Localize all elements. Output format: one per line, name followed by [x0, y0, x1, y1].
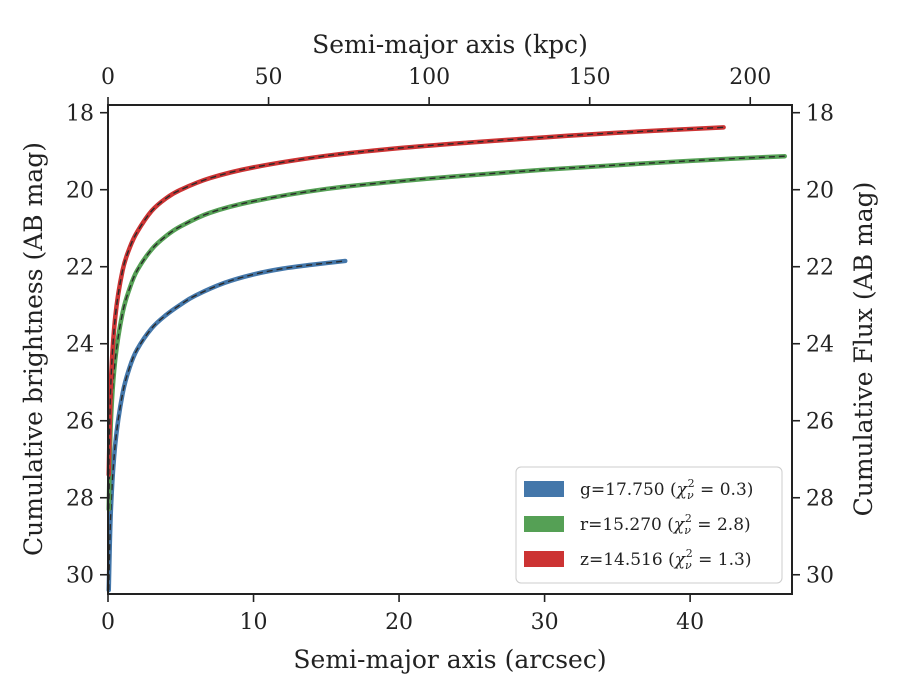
- x-tick-label: 10: [240, 610, 268, 635]
- curves-layer: [106, 125, 787, 593]
- legend-box: [515, 466, 783, 584]
- y2-tick-label: 20: [806, 179, 834, 204]
- y2-tick-label: 24: [806, 333, 834, 358]
- x-tick-label: 20: [385, 610, 413, 635]
- legend-label-z: z=14.516 (χν2 = 1.3): [580, 547, 751, 572]
- x-tick-label: 0: [101, 610, 115, 635]
- y2-tick-label: 22: [806, 256, 834, 281]
- y2-tick-label: 18: [806, 102, 834, 127]
- y2-tick-label: 28: [806, 487, 834, 512]
- series-model-line-r: [108, 155, 785, 510]
- y2-axis-label: Cumulative Flux (AB mag): [849, 182, 878, 517]
- y-tick-label: 28: [66, 487, 94, 512]
- x2-tick-label: 150: [569, 65, 611, 90]
- x2-tick-label: 200: [729, 65, 771, 90]
- y-tick-label: 26: [66, 410, 94, 435]
- legend-label-r: r=15.270 (χν2 = 2.8): [580, 512, 751, 537]
- series-model-line-z: [108, 126, 724, 475]
- y-axis-label: Cumulative brightness (AB mag): [19, 142, 48, 556]
- legend-label-g: g=17.750 (χν2 = 0.3): [580, 477, 753, 502]
- plot-frame: [107, 104, 793, 595]
- x-tick-label: 40: [676, 610, 704, 635]
- x2-tick-label: 0: [101, 65, 115, 90]
- series-model-line-g: [108, 260, 346, 591]
- y2-tick-label: 26: [806, 410, 834, 435]
- y2-tick-label: 30: [806, 564, 834, 589]
- x-axis-label: Semi-major axis (arcsec): [293, 645, 606, 674]
- legend: g=17.750 (χν2 = 0.3) r=15.270 (χν2 = 2.8)…: [515, 466, 783, 584]
- y-tick-label: 24: [66, 333, 94, 358]
- x-tick-label: 30: [531, 610, 559, 635]
- y-tick-label: 18: [66, 102, 94, 127]
- legend-swatch-z: [524, 551, 564, 567]
- y-tick-label: 30: [66, 564, 94, 589]
- y-tick-label: 22: [66, 256, 94, 281]
- x2-tick-label: 100: [408, 65, 450, 90]
- x2-tick-label: 50: [255, 65, 283, 90]
- legend-swatch-r: [524, 516, 564, 532]
- ticks-layer: 0 10 20 30 40 0 50 100 150 200 18 18 20 20 22 22 24 24 26 2…: [66, 65, 834, 635]
- y-tick-label: 20: [66, 179, 94, 204]
- legend-swatch-g: [524, 481, 564, 497]
- x2-axis-label: Semi-major axis (kpc): [312, 30, 588, 59]
